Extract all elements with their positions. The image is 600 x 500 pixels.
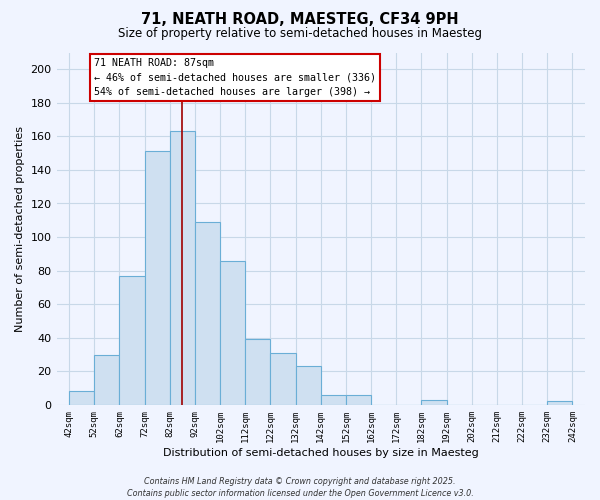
Bar [119,276,145,405]
Bar [271,353,296,405]
Bar [321,395,346,405]
Text: 71 NEATH ROAD: 87sqm
← 46% of semi-detached houses are smaller (336)
54% of semi: 71 NEATH ROAD: 87sqm ← 46% of semi-detac… [94,58,376,98]
Text: Size of property relative to semi-detached houses in Maesteg: Size of property relative to semi-detach… [118,28,482,40]
Bar [94,354,119,405]
Text: Contains HM Land Registry data © Crown copyright and database right 2025.
Contai: Contains HM Land Registry data © Crown c… [127,476,473,498]
Y-axis label: Number of semi-detached properties: Number of semi-detached properties [15,126,25,332]
Bar [220,260,245,405]
Bar [547,402,572,405]
Bar [170,132,195,405]
Bar [346,395,371,405]
Bar [421,400,446,405]
X-axis label: Distribution of semi-detached houses by size in Maesteg: Distribution of semi-detached houses by … [163,448,479,458]
Bar [195,222,220,405]
Bar [145,152,170,405]
Bar [69,392,94,405]
Bar [296,366,321,405]
Bar [245,340,271,405]
Text: 71, NEATH ROAD, MAESTEG, CF34 9PH: 71, NEATH ROAD, MAESTEG, CF34 9PH [141,12,459,28]
